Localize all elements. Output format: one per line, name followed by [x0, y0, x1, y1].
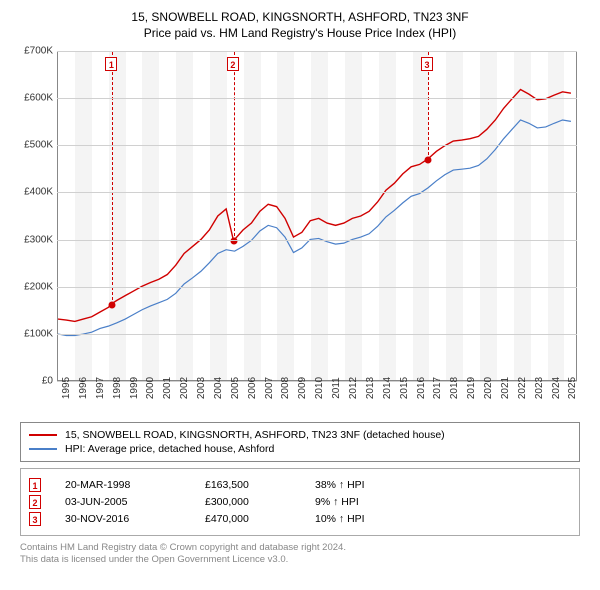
y-axis-label: £500K	[13, 140, 53, 151]
x-axis-label: 2010	[314, 377, 325, 399]
event-marker-box: 1	[105, 57, 117, 71]
x-axis-label: 2025	[567, 377, 578, 399]
x-axis-label: 2017	[432, 377, 443, 399]
event-marker-dot	[230, 237, 237, 244]
event-number-box: 1	[29, 478, 41, 492]
event-marker-line	[234, 52, 235, 241]
y-axis-label: £200K	[13, 281, 53, 292]
legend-swatch	[29, 448, 57, 450]
event-marker-dot	[425, 157, 432, 164]
series-line	[58, 120, 571, 335]
x-axis-label: 2015	[399, 377, 410, 399]
price-chart: £0 £100K £200K £300K £400K £500K £600K £700K 199…	[15, 46, 585, 416]
attribution: Contains HM Land Registry data © Crown c…	[20, 542, 580, 567]
x-axis-label: 2001	[162, 377, 173, 399]
y-axis-label: £300K	[13, 234, 53, 245]
event-marker-box: 3	[421, 57, 433, 71]
event-price: £163,500	[205, 479, 315, 491]
x-axis-label: 2000	[145, 377, 156, 399]
x-axis-label: 2019	[466, 377, 477, 399]
event-date: 03-JUN-2005	[65, 496, 205, 508]
x-axis-label: 2003	[196, 377, 207, 399]
x-axis-label: 2024	[551, 377, 562, 399]
chart-title-address: 15, SNOWBELL ROAD, KINGSNORTH, ASHFORD, …	[8, 10, 592, 24]
legend-label: HPI: Average price, detached house, Ashf…	[65, 443, 274, 455]
y-axis-label: £700K	[13, 46, 53, 57]
event-pct: 10% ↑ HPI	[315, 513, 435, 525]
y-axis-label: £600K	[13, 93, 53, 104]
chart-lines	[58, 52, 576, 380]
x-axis-label: 1999	[129, 377, 140, 399]
event-row: 3 30-NOV-2016£470,00010% ↑ HPI	[29, 512, 571, 526]
x-axis-label: 2004	[213, 377, 224, 399]
event-marker-box: 2	[227, 57, 239, 71]
legend-label: 15, SNOWBELL ROAD, KINGSNORTH, ASHFORD, …	[65, 429, 445, 441]
attribution-line1: Contains HM Land Registry data © Crown c…	[20, 542, 580, 554]
attribution-line2: This data is licensed under the Open Gov…	[20, 554, 580, 566]
y-gridline	[57, 287, 577, 288]
x-axis-label: 1996	[78, 377, 89, 399]
event-pct: 38% ↑ HPI	[315, 479, 435, 491]
x-axis-label: 2006	[247, 377, 258, 399]
event-marker-line	[112, 52, 113, 305]
plot-area	[57, 51, 577, 381]
x-axis-label: 1998	[112, 377, 123, 399]
legend-row: HPI: Average price, detached house, Ashf…	[29, 443, 571, 455]
event-number-box: 2	[29, 495, 41, 509]
event-row: 2 03-JUN-2005£300,0009% ↑ HPI	[29, 495, 571, 509]
x-axis-label: 2018	[449, 377, 460, 399]
chart-title-subtitle: Price paid vs. HM Land Registry's House …	[8, 26, 592, 40]
legend-swatch	[29, 434, 57, 436]
event-price: £470,000	[205, 513, 315, 525]
x-axis-label: 2023	[534, 377, 545, 399]
y-axis-label: £0	[13, 376, 53, 387]
x-axis-label: 2007	[264, 377, 275, 399]
y-axis-label: £400K	[13, 187, 53, 198]
x-axis-label: 2011	[331, 377, 342, 399]
x-axis-label: 2012	[348, 377, 359, 399]
y-gridline	[57, 98, 577, 99]
x-axis-label: 2022	[517, 377, 528, 399]
y-axis-label: £100K	[13, 328, 53, 339]
x-axis-label: 2008	[280, 377, 291, 399]
y-gridline	[57, 334, 577, 335]
x-axis-label: 1997	[95, 377, 106, 399]
x-axis-label: 2020	[483, 377, 494, 399]
event-price: £300,000	[205, 496, 315, 508]
x-axis-label: 2013	[365, 377, 376, 399]
event-number-box: 3	[29, 512, 41, 526]
x-axis-label: 2002	[179, 377, 190, 399]
legend-row: 15, SNOWBELL ROAD, KINGSNORTH, ASHFORD, …	[29, 429, 571, 441]
y-gridline	[57, 51, 577, 52]
event-marker-dot	[109, 301, 116, 308]
event-pct: 9% ↑ HPI	[315, 496, 435, 508]
x-axis-label: 2014	[382, 377, 393, 399]
event-row: 1 20-MAR-1998£163,50038% ↑ HPI	[29, 478, 571, 492]
y-gridline	[57, 240, 577, 241]
y-gridline	[57, 192, 577, 193]
event-date: 20-MAR-1998	[65, 479, 205, 491]
legend: 15, SNOWBELL ROAD, KINGSNORTH, ASHFORD, …	[20, 422, 580, 462]
y-gridline	[57, 145, 577, 146]
event-date: 30-NOV-2016	[65, 513, 205, 525]
x-axis-label: 2009	[297, 377, 308, 399]
events-table: 1 20-MAR-1998£163,50038% ↑ HPI 2 03-JUN-200…	[20, 468, 580, 536]
x-axis-label: 2005	[230, 377, 241, 399]
x-axis-label: 2016	[416, 377, 427, 399]
x-axis-label: 1995	[61, 377, 72, 399]
x-axis-label: 2021	[500, 377, 511, 399]
